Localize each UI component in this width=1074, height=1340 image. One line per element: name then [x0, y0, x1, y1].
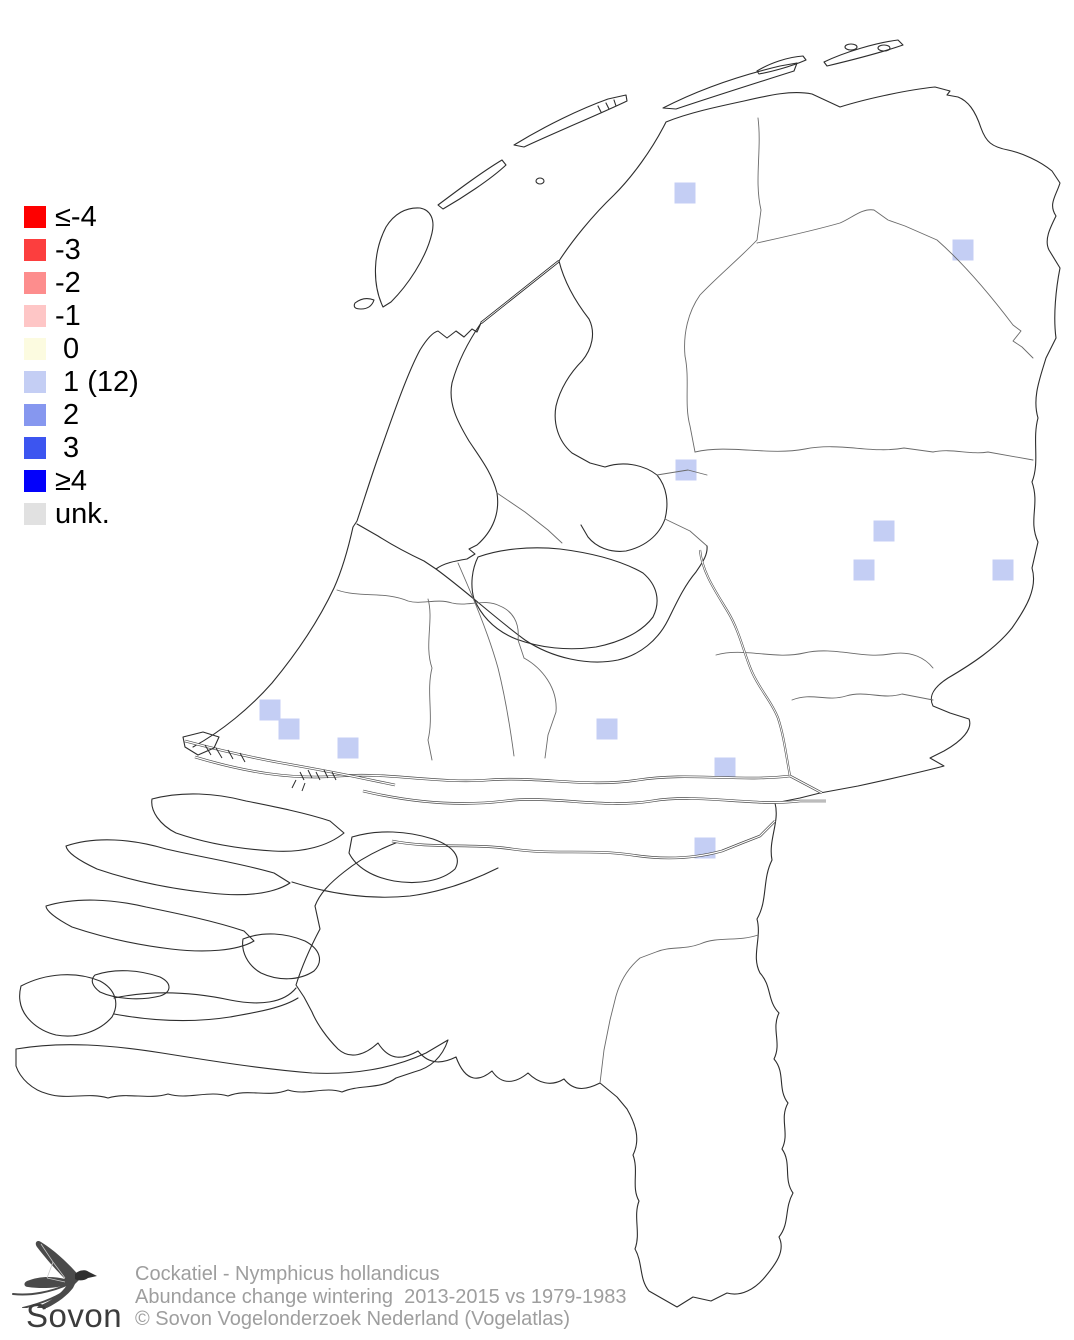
island-noorderhaaks [353, 297, 375, 310]
atlas-square-11 [714, 757, 736, 779]
atlas-square-1 [674, 182, 696, 204]
legend-label: 1 (12) [55, 366, 139, 398]
legend-label: 2 [55, 399, 80, 431]
legend-row-5: 0 [24, 333, 139, 365]
province-borders [336, 117, 1034, 1084]
vecht-river [791, 693, 934, 701]
islet-rottum-west [844, 43, 858, 51]
island-terschelling [513, 94, 628, 148]
coast-randmeren [435, 545, 708, 663]
hollands-diep [291, 867, 499, 898]
legend-label: unk. [55, 498, 110, 530]
flevoland [471, 547, 658, 650]
legend-swatch [24, 239, 46, 261]
delta-islands [15, 793, 499, 1099]
islet-griend [535, 177, 545, 185]
river-maas-core [391, 820, 776, 859]
border-noordholland-utrecht [336, 589, 525, 659]
border-friesland-groningen-drenthe [684, 117, 762, 453]
legend-swatch [24, 470, 46, 492]
atlas-square-9 [337, 737, 359, 759]
coast-north-and-german-border [295, 86, 1061, 1308]
legend-row-4: -1 [24, 300, 139, 332]
map-caption: Cockatiel - Nymphicus hollandicus Abunda… [135, 1263, 626, 1331]
map-legend: ≤-4 -3 -2 -1 0 1 (12) 2 3 ≥4 unk. [24, 201, 139, 536]
islet-rottum-east [877, 44, 891, 52]
legend-row-10: unk. [24, 498, 139, 530]
border-noordoostpolder-mainland [656, 469, 708, 547]
border-drenthe-overijssel [694, 446, 1034, 461]
atlas-square-2 [952, 239, 974, 261]
mainland-coastline [192, 86, 1061, 1308]
caption-species: Cockatiel - Nymphicus hollandicus [135, 1263, 440, 1285]
legend-row-6: 1 (12) [24, 366, 139, 398]
legend-row-7: 2 [24, 399, 139, 431]
island-ameland [662, 62, 798, 110]
river-ijssel-core [699, 549, 791, 777]
island-schiermonnikoog [823, 39, 904, 67]
atlas-square-4 [873, 520, 895, 542]
legend-label: -2 [55, 267, 81, 299]
legend-label: ≥4 [55, 465, 88, 497]
legend-swatch [24, 338, 46, 360]
noord-beveland [91, 970, 170, 1000]
river-ijssel [698, 548, 792, 778]
legend-label: 0 [55, 333, 80, 365]
legend-label: -3 [55, 234, 81, 266]
hoeksche-waard [348, 831, 458, 884]
coast-west [192, 322, 482, 748]
europoort-outline [182, 731, 220, 756]
legend-row-8: 3 [24, 432, 139, 464]
atlas-square-8 [278, 718, 300, 740]
legend-swatch [24, 404, 46, 426]
zuid-beveland [113, 987, 299, 1022]
legend-row-3: -2 [24, 267, 139, 299]
legend-label: -1 [55, 300, 81, 332]
tholen [242, 933, 321, 980]
schouwen-duiveland [45, 899, 255, 952]
walcheren [19, 974, 117, 1037]
marker-layer [259, 182, 1014, 859]
legend-row-1: ≤-4 [24, 201, 139, 233]
legend-label: ≤-4 [55, 201, 97, 233]
border-zuidholland-utrecht [427, 598, 433, 761]
wadden-islands [353, 39, 904, 310]
border-utrecht-gelderland [523, 657, 557, 759]
legend-swatch [24, 305, 46, 327]
legend-row-9: ≥4 [24, 465, 139, 497]
atlas-square-5 [853, 559, 875, 581]
legend-swatch [24, 206, 46, 228]
legend-swatch [24, 371, 46, 393]
rotterdam-harbour-ticks [204, 744, 337, 792]
coast-ijsselmeer-west [356, 322, 499, 570]
legend-row-2: -3 [24, 234, 139, 266]
legend-label: 3 [55, 432, 80, 464]
coast-ijsselmeer-east-noordoostpolder [554, 260, 668, 552]
island-vlieland [437, 159, 507, 210]
island-texel [374, 207, 434, 308]
islet-engelsmanplaat [756, 55, 807, 75]
border-brabant-limburg [599, 934, 759, 1084]
voorne-putten [151, 793, 345, 852]
atlas-square-6 [992, 559, 1014, 581]
atlas-square-7 [259, 699, 281, 721]
zeeuws-vlaanderen [15, 1039, 449, 1099]
legend-swatch [24, 437, 46, 459]
afsluitdijk-core [480, 260, 560, 324]
rivers [182, 548, 828, 860]
legend-swatch [24, 503, 46, 525]
legend-swatch [24, 272, 46, 294]
sovon-logo-text: Sovon [26, 1297, 123, 1334]
sovon-swallow-icon [12, 1240, 97, 1308]
amsterdam-rijnkanaal [457, 562, 515, 757]
atlas-square-10 [596, 718, 618, 740]
caption-copyright: © Sovon Vogelonderzoek Nederland (Vogela… [135, 1308, 571, 1330]
caption-metric: Abundance change wintering 2013-2015 vs … [135, 1285, 627, 1308]
border-gelderland-overijssel [715, 650, 934, 669]
border-groningen-drenthe [756, 209, 1034, 359]
houtribdijk [496, 492, 563, 544]
goeree-overflakkee [65, 839, 291, 896]
